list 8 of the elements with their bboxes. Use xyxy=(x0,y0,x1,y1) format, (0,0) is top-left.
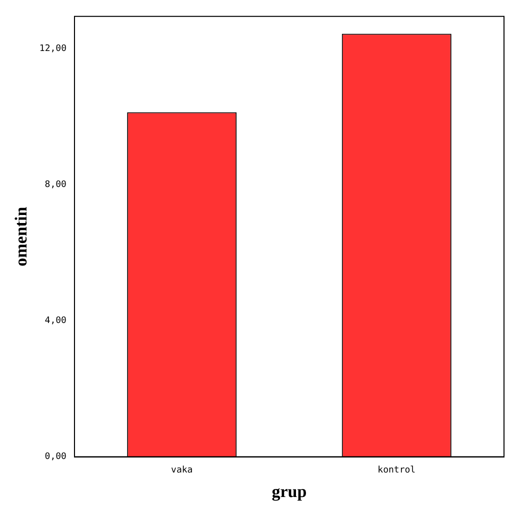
y-tick-label: 4,00 xyxy=(44,316,66,326)
y-axis-title: omentin xyxy=(12,206,31,266)
x-tick-label: vaka xyxy=(171,466,193,476)
y-tick-label: 12,00 xyxy=(39,44,66,54)
y-tick-label: 8,00 xyxy=(44,180,66,190)
x-tick-label: kontrol xyxy=(378,466,416,476)
x-axis-title: grup xyxy=(272,482,307,502)
y-tick-label: 0,00 xyxy=(44,452,66,462)
